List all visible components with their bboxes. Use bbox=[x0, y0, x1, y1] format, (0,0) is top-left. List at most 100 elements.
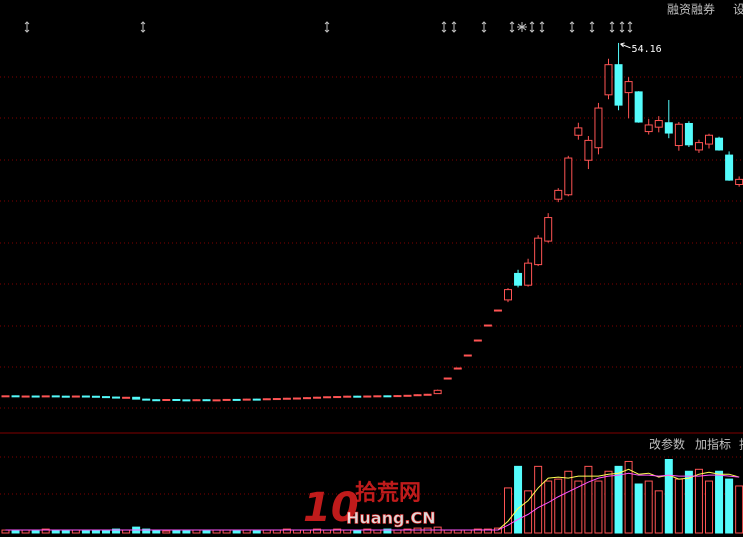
volume-bar bbox=[564, 470, 573, 534]
volume-bar bbox=[31, 530, 40, 534]
candle-body bbox=[31, 395, 40, 398]
volume-bar bbox=[363, 528, 372, 534]
candle-body bbox=[403, 394, 412, 397]
volume-bar bbox=[705, 480, 713, 534]
candle-body bbox=[725, 154, 734, 181]
candle-body bbox=[524, 262, 533, 286]
candle-body bbox=[574, 127, 583, 136]
marker-icon bbox=[609, 21, 615, 33]
candle-body bbox=[292, 397, 301, 400]
volume-bar bbox=[61, 530, 70, 534]
candle-body bbox=[122, 396, 131, 399]
volume-bar bbox=[534, 465, 543, 534]
volume-bar bbox=[664, 459, 673, 534]
candle-body bbox=[383, 395, 392, 398]
marker-icon bbox=[627, 21, 633, 33]
volume-bar bbox=[654, 490, 663, 534]
candle-body bbox=[544, 217, 553, 242]
candle-body bbox=[112, 396, 121, 399]
candle-body bbox=[735, 178, 743, 185]
toolbar-button[interactable]: 融资融券 bbox=[667, 2, 715, 17]
volume-bar bbox=[674, 478, 683, 534]
candle-body bbox=[11, 395, 20, 398]
candle-body bbox=[202, 399, 211, 402]
marker-icon bbox=[589, 21, 595, 33]
volume-bar bbox=[504, 487, 512, 534]
indicator-button[interactable]: 指 bbox=[739, 437, 743, 452]
candle-body bbox=[71, 395, 80, 398]
candle-body bbox=[483, 324, 492, 327]
marker-icon bbox=[517, 22, 527, 32]
volume-bar bbox=[252, 530, 261, 534]
candle-body bbox=[644, 124, 653, 133]
volume-bar bbox=[614, 465, 623, 534]
candle-body bbox=[664, 122, 673, 134]
candle-body bbox=[343, 395, 352, 398]
volume-bar bbox=[202, 530, 211, 534]
candle-body bbox=[363, 395, 372, 398]
candle-body bbox=[212, 399, 221, 402]
marker-icon bbox=[529, 21, 535, 33]
volume-bar bbox=[644, 480, 653, 534]
candle-body bbox=[423, 393, 432, 396]
volume-bar bbox=[142, 528, 151, 534]
candle-body bbox=[624, 81, 633, 94]
marker-icon bbox=[324, 21, 330, 33]
volume-bar bbox=[313, 528, 322, 534]
marker-icon bbox=[539, 21, 545, 33]
volume-bar bbox=[81, 530, 90, 534]
indicator-button[interactable]: 改参数 bbox=[649, 437, 685, 452]
candle-body bbox=[262, 398, 271, 401]
candle-body bbox=[564, 157, 573, 196]
ma10-line bbox=[5, 472, 740, 531]
candle-body bbox=[162, 398, 171, 401]
marker-icon bbox=[451, 21, 457, 33]
candle-body bbox=[242, 398, 251, 401]
candle-body bbox=[584, 139, 593, 161]
marker-icon bbox=[619, 21, 625, 33]
candle-body bbox=[413, 394, 422, 397]
volume-bar bbox=[725, 478, 734, 534]
volume-bar bbox=[112, 528, 121, 534]
volume-bar bbox=[41, 528, 50, 534]
candle-body bbox=[132, 396, 141, 400]
candle-body bbox=[1, 395, 10, 398]
candle-body bbox=[51, 395, 60, 398]
candle-body bbox=[252, 398, 261, 401]
volume-bar bbox=[574, 480, 583, 534]
candle-body bbox=[534, 237, 543, 266]
candle-body bbox=[694, 142, 703, 151]
peak-arrow bbox=[620, 42, 631, 49]
candle-body bbox=[91, 395, 100, 398]
volume-bar bbox=[694, 468, 703, 534]
volume-bar bbox=[483, 528, 492, 534]
candle-body bbox=[182, 399, 191, 402]
candle-body bbox=[353, 395, 362, 398]
volume-bar bbox=[383, 528, 392, 534]
indicator-button[interactable]: 加指标 bbox=[695, 437, 731, 452]
volume-bar bbox=[634, 483, 643, 534]
volume-bar bbox=[544, 480, 553, 534]
candle-body bbox=[393, 395, 402, 398]
candle-body bbox=[323, 396, 332, 399]
toolbar-button[interactable]: 设 bbox=[733, 3, 743, 17]
candle-body bbox=[614, 64, 623, 106]
candle-body bbox=[222, 398, 231, 401]
candle-body bbox=[21, 395, 30, 398]
volume-bar bbox=[333, 528, 342, 534]
volume-bar bbox=[584, 465, 593, 534]
volume-bar bbox=[684, 470, 693, 534]
candle-body bbox=[554, 189, 563, 200]
marker-icon bbox=[509, 21, 515, 33]
candle-body bbox=[303, 397, 311, 400]
candle-body bbox=[443, 377, 452, 380]
volume-bar bbox=[162, 530, 171, 534]
candle-body bbox=[272, 398, 281, 401]
candle-body bbox=[433, 389, 442, 395]
candle-body bbox=[232, 398, 241, 401]
candle-body bbox=[152, 399, 161, 402]
candle-body bbox=[373, 395, 382, 398]
marker-icon bbox=[441, 21, 447, 33]
